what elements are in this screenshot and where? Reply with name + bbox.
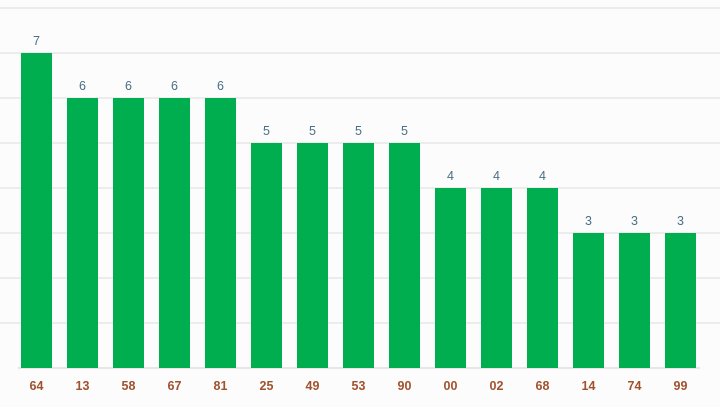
tick-label-68: 68: [536, 379, 550, 393]
bar-74: [619, 233, 650, 368]
bar-02: [481, 188, 512, 368]
bars: [21, 53, 696, 368]
value-label-68: 4: [539, 169, 546, 183]
bar-64: [21, 53, 52, 368]
tick-label-90: 90: [398, 379, 412, 393]
bar-00: [435, 188, 466, 368]
value-label-99: 3: [677, 214, 684, 228]
tick-label-02: 02: [490, 379, 504, 393]
value-label-81: 6: [217, 79, 224, 93]
value-label-74: 3: [631, 214, 638, 228]
bar-53: [343, 143, 374, 368]
tick-label-13: 13: [76, 379, 90, 393]
value-label-14: 3: [585, 214, 592, 228]
value-label-00: 4: [447, 169, 454, 183]
value-label-64: 7: [33, 34, 40, 48]
value-label-49: 5: [309, 124, 316, 138]
bar-68: [527, 188, 558, 368]
tick-label-67: 67: [168, 379, 182, 393]
bar-99: [665, 233, 696, 368]
bar-58: [113, 98, 144, 368]
bar-14: [573, 233, 604, 368]
value-label-02: 4: [493, 169, 500, 183]
bar-13: [67, 98, 98, 368]
bar-67: [159, 98, 190, 368]
tick-label-64: 64: [30, 379, 44, 393]
bar-90: [389, 143, 420, 368]
bar-81: [205, 98, 236, 368]
tick-label-74: 74: [628, 379, 642, 393]
x-tick-labels: 64 13 58 67 81 25 49 53 90 00 02 68 14 74 99: [30, 379, 688, 393]
tick-label-53: 53: [352, 379, 366, 393]
value-label-25: 5: [263, 124, 270, 138]
value-label-90: 5: [401, 124, 408, 138]
tick-label-00: 00: [444, 379, 458, 393]
value-labels: 7 6 6 6 6 5 5 5 5 4 4 4 3 3 3: [33, 34, 684, 228]
bar-49: [297, 143, 328, 368]
tick-label-25: 25: [260, 379, 274, 393]
value-label-67: 6: [171, 79, 178, 93]
tick-label-49: 49: [306, 379, 320, 393]
tick-label-14: 14: [582, 379, 596, 393]
value-label-13: 6: [79, 79, 86, 93]
tick-label-81: 81: [214, 379, 228, 393]
tick-label-99: 99: [674, 379, 688, 393]
value-label-53: 5: [355, 124, 362, 138]
value-label-58: 6: [125, 79, 132, 93]
bar-25: [251, 143, 282, 368]
tick-label-58: 58: [122, 379, 136, 393]
